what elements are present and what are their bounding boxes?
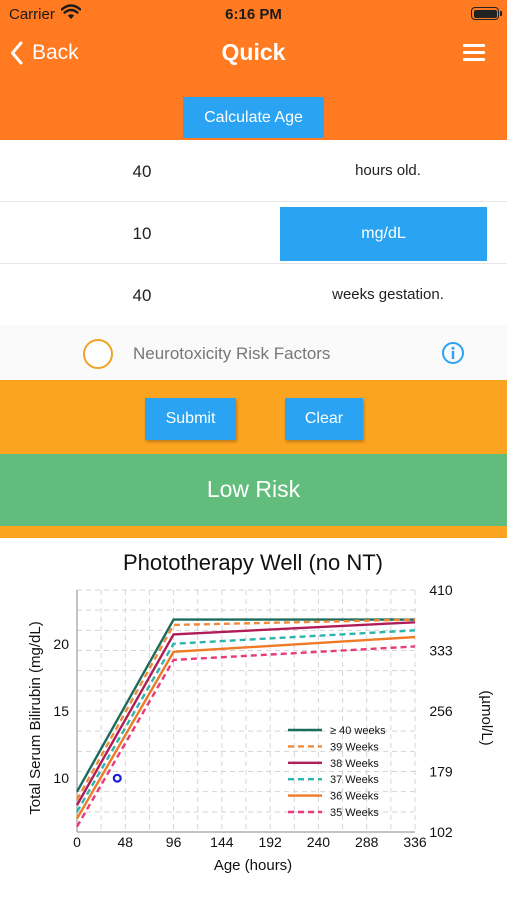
y2-axis-label: (µmol/L) [478, 690, 495, 745]
back-button[interactable]: Back [10, 38, 79, 68]
back-label: Back [32, 41, 79, 64]
x-tick-label: 48 [117, 834, 133, 850]
age-input[interactable]: 40 [132, 162, 152, 181]
x-axis-label: Age (hours) [214, 857, 292, 874]
series-line-3 [75, 621, 416, 806]
legend-label: 36 Weeks [330, 791, 379, 803]
legend-label: 39 Weeks [330, 741, 379, 753]
x-tick-label: 240 [307, 834, 331, 850]
calculate-age-button[interactable]: Calculate Age [183, 97, 324, 138]
series-line-1 [75, 618, 415, 793]
x-tick-label: 144 [210, 834, 234, 850]
series-line-4 [75, 629, 416, 813]
chart-title: Phototherapy Well (no NT) [123, 550, 383, 575]
series-line-6 [75, 645, 416, 828]
chart-svg: Phototherapy Well (no NT) 0 48 96 144 192 240 2… [27, 550, 495, 874]
x-tick-label: 336 [403, 834, 427, 850]
x-tick-label: 96 [166, 834, 182, 850]
wifi-icon [61, 4, 81, 19]
clear-button[interactable]: Clear [285, 398, 363, 440]
legend-label: 37 Weeks [330, 774, 379, 786]
action-band: Submit Clear [0, 380, 507, 454]
status-bar: Carrier 6:16 PM [0, 0, 507, 30]
gestation-row: 40 weeks gestation. [0, 264, 507, 326]
info-icon[interactable] [441, 341, 465, 365]
patient-point [112, 773, 122, 783]
x-tick-label: 0 [73, 834, 81, 850]
y-tick-label: 10 [53, 770, 69, 786]
carrier-label: Carrier [9, 6, 55, 23]
risk-factors-radio[interactable] [83, 339, 113, 369]
unit-toggle-button[interactable]: mg/dL [280, 207, 487, 261]
y2-tick-label: 410 [429, 582, 453, 598]
age-unit-label: hours old. [355, 162, 421, 179]
menu-icon[interactable] [463, 44, 485, 62]
x-tick-label: 288 [355, 834, 379, 850]
divider-strip [0, 526, 507, 538]
series-line-5 [75, 635, 416, 820]
legend-label: ≥ 40 weeks [330, 725, 386, 737]
y-axis-label: Total Serum Bilirubin (mg/dL) [27, 621, 44, 814]
legend-label: 38 Weeks [330, 758, 379, 770]
y2-tick-label: 102 [429, 824, 453, 840]
gestation-input[interactable]: 40 [132, 286, 152, 305]
y2-tick-label: 333 [429, 643, 453, 659]
y-tick-label: 20 [53, 636, 69, 652]
x-tick-label: 192 [258, 834, 282, 850]
gestation-unit-label: weeks gestation. [332, 286, 444, 303]
bilirubin-input[interactable]: 10 [132, 224, 152, 243]
risk-factors-row: Neurotoxicity Risk Factors [0, 325, 507, 380]
submit-button[interactable]: Submit [145, 398, 236, 440]
header-area: Carrier 6:16 PM Back Quick Calculate Age [0, 0, 507, 140]
y-tick-label: 15 [53, 703, 69, 719]
y2-tick-label: 179 [429, 764, 453, 780]
status-time: 6:16 PM [225, 6, 282, 23]
phototherapy-chart: Phototherapy Well (no NT) 0 48 96 144 192 240 2… [0, 538, 507, 900]
battery-icon [471, 7, 502, 20]
y2-tick-label: 256 [429, 703, 453, 719]
result-banner: Low Risk [0, 454, 507, 526]
bilirubin-row: 10 mg/dL [0, 202, 507, 264]
chevron-left-icon [11, 41, 23, 65]
series-line-2 [75, 618, 416, 801]
legend-label: 35 Weeks [330, 807, 379, 819]
age-row: 40 hours old. [0, 140, 507, 202]
risk-factors-label: Neurotoxicity Risk Factors [133, 344, 331, 363]
